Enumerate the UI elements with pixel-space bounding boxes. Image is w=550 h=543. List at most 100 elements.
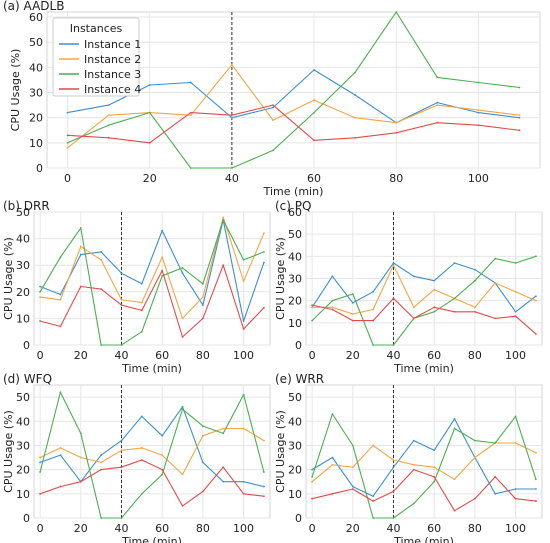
data-point [189, 111, 192, 114]
data-point [313, 68, 315, 71]
data-point [372, 290, 375, 293]
data-point [433, 466, 436, 469]
series-line-instance-3 [39, 219, 265, 346]
x-tick-label: 20 [74, 522, 88, 535]
data-point [181, 405, 184, 408]
data-point [107, 114, 110, 117]
x-tick-label: 40 [114, 522, 128, 535]
series-line-instance-4 [311, 297, 537, 335]
data-point [201, 490, 204, 493]
data-point [331, 306, 334, 309]
data-point [140, 309, 143, 312]
data-point [514, 497, 517, 500]
series-line-instance-4 [39, 459, 264, 507]
data-point [433, 310, 436, 313]
data-point [534, 333, 537, 335]
data-point [100, 288, 103, 291]
y-tick-label: 50 [288, 228, 302, 241]
x-tick-label: 0 [37, 349, 44, 362]
data-point [100, 468, 103, 471]
data-point [201, 317, 204, 320]
y-axis-label: CPU Usage (%) [274, 410, 287, 493]
data-point [181, 473, 184, 476]
data-point [351, 485, 354, 488]
x-tick-label: 40 [386, 349, 400, 362]
x-tick-label: 80 [389, 172, 403, 185]
data-point [66, 141, 69, 144]
data-point [311, 319, 314, 322]
data-point [100, 461, 103, 464]
data-point [494, 442, 497, 444]
x-tick-label: 40 [114, 349, 128, 362]
data-point [242, 320, 245, 322]
data-point [262, 251, 265, 253]
x-tick-label: 60 [155, 522, 169, 535]
y-tick-label: 30 [16, 259, 30, 272]
data-point [514, 310, 517, 313]
data-point [181, 408, 184, 411]
data-point [412, 468, 415, 471]
x-tick-label: 60 [427, 522, 441, 535]
data-point [66, 146, 69, 149]
series-line-instance-1 [67, 69, 520, 124]
data-point [262, 471, 265, 473]
chart-title: (c) PQ [275, 199, 311, 213]
data-point [107, 136, 110, 139]
data-point [436, 76, 439, 79]
y-tick-label: 30 [16, 439, 30, 452]
data-point [436, 121, 439, 124]
x-axis-label: Time (min) [121, 535, 182, 543]
data-point [161, 229, 164, 232]
data-point [331, 299, 334, 302]
data-point [351, 313, 354, 315]
data-point [201, 434, 204, 437]
data-point [395, 11, 398, 13]
data-point [494, 282, 497, 284]
data-point [39, 471, 42, 473]
data-point [222, 264, 225, 267]
data-point [436, 104, 439, 106]
data-point [272, 106, 274, 109]
y-tick-label: 40 [288, 415, 302, 428]
data-point [331, 456, 334, 459]
data-point [39, 285, 42, 288]
data-point [477, 109, 480, 112]
y-tick-label: 40 [16, 415, 30, 428]
y-tick-label: 50 [16, 391, 30, 404]
legend-entry-instance-2: Instance 2 [84, 53, 141, 66]
data-point [514, 315, 517, 318]
data-point [100, 251, 103, 253]
data-point [395, 121, 398, 124]
data-point [181, 317, 184, 320]
chart-title: (d) WFQ [3, 372, 52, 386]
data-point [494, 475, 497, 478]
data-point [433, 480, 436, 483]
data-point [120, 344, 123, 346]
data-point [201, 296, 204, 299]
data-point [189, 114, 192, 117]
data-point [100, 258, 103, 261]
data-point [433, 279, 436, 282]
data-point [222, 219, 225, 221]
series-line-instance-4 [67, 104, 520, 144]
data-point [372, 495, 375, 498]
data-point [412, 463, 415, 466]
y-tick-label: 60 [288, 206, 302, 219]
data-point [59, 446, 62, 449]
data-point [161, 473, 164, 476]
data-point [79, 456, 82, 459]
data-point [148, 84, 151, 86]
data-point [351, 319, 354, 322]
data-point [161, 468, 164, 471]
data-point [351, 293, 354, 295]
data-point [120, 298, 123, 301]
data-point [311, 475, 314, 478]
chart-panel-1: 0 20 40 60 80 100 0 10 20 30 40 50(b) DRR Time (min)… [2, 199, 271, 375]
data-point [201, 425, 204, 428]
data-point [392, 490, 395, 493]
data-point [222, 427, 225, 430]
data-point [331, 463, 334, 466]
data-point [534, 478, 537, 481]
